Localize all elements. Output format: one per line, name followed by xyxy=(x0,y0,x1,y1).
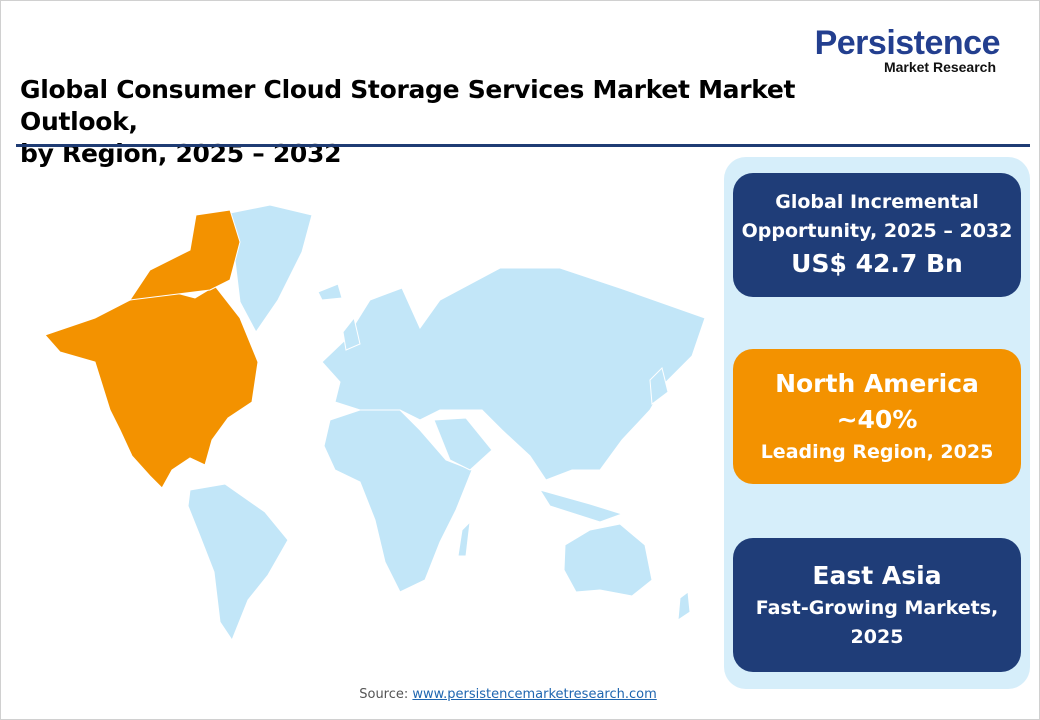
map-japan xyxy=(649,367,669,405)
map-uk xyxy=(342,316,361,351)
title-line-1: Global Consumer Cloud Storage Services M… xyxy=(20,75,796,136)
card-value: ~40% xyxy=(836,405,918,434)
map-southeast-asia-islands xyxy=(538,489,624,523)
source-footer: Source: www.persistencemarketresearch.co… xyxy=(0,687,1016,702)
card-label-line-2: Opportunity, 2025 – 2032 xyxy=(741,220,1013,242)
fast-growing-region-card: East Asia Fast-Growing Markets, 2025 xyxy=(733,538,1021,672)
title-line-2: by Region, 2025 – 2032 xyxy=(20,139,342,168)
card-caption-line-1: Fast-Growing Markets, xyxy=(755,597,999,619)
map-south-america xyxy=(187,483,289,642)
map-arctic-islands-highlight xyxy=(128,209,241,301)
page-title: Global Consumer Cloud Storage Services M… xyxy=(20,74,920,170)
persistence-logo: Persistence Market Research xyxy=(795,24,1001,75)
map-arabia xyxy=(433,417,493,471)
map-africa xyxy=(323,409,473,593)
map-iceland xyxy=(317,283,343,301)
card-caption: Leading Region, 2025 xyxy=(760,441,994,463)
map-new-zealand xyxy=(677,591,691,621)
logo-sub-text: Market Research xyxy=(883,59,996,75)
map-eurasia xyxy=(321,267,706,481)
map-australia xyxy=(563,523,653,597)
map-greenland xyxy=(219,204,313,333)
source-link[interactable]: www.persistencemarketresearch.com xyxy=(412,687,657,702)
leading-region-card: North America ~40% Leading Region, 2025 xyxy=(733,349,1021,484)
incremental-opportunity-card: Global Incremental Opportunity, 2025 – 2… xyxy=(733,173,1021,297)
card-caption-line-2: 2025 xyxy=(850,626,904,648)
source-label: Source: xyxy=(359,687,409,702)
logo-main-text: Persistence xyxy=(814,24,1001,62)
title-divider xyxy=(16,144,1030,147)
map-north-america-highlight xyxy=(44,285,259,489)
card-title: North America xyxy=(775,369,979,398)
world-map xyxy=(44,204,706,642)
card-title: East Asia xyxy=(812,561,942,590)
map-madagascar xyxy=(457,520,471,557)
card-value: US$ 42.7 Bn xyxy=(791,249,963,278)
card-label-line-1: Global Incremental xyxy=(775,191,979,213)
